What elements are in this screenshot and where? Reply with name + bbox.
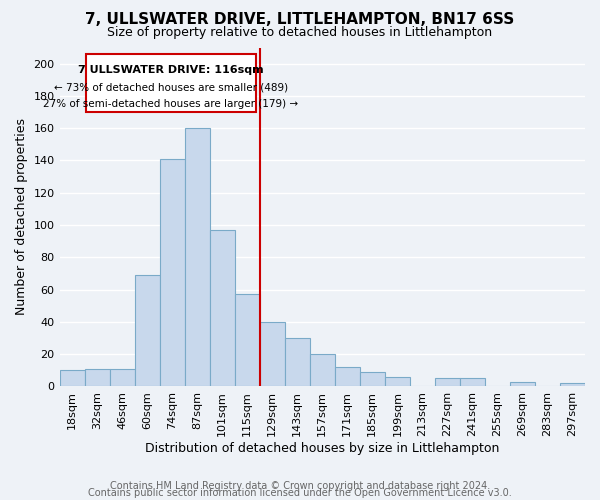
Bar <box>134 275 160 386</box>
Bar <box>160 159 185 386</box>
Bar <box>385 377 410 386</box>
Bar <box>460 378 485 386</box>
Bar <box>560 383 585 386</box>
Bar <box>209 230 235 386</box>
Bar <box>110 368 134 386</box>
Y-axis label: Number of detached properties: Number of detached properties <box>15 118 28 316</box>
Bar <box>285 338 310 386</box>
Bar <box>235 294 260 386</box>
X-axis label: Distribution of detached houses by size in Littlehampton: Distribution of detached houses by size … <box>145 442 499 455</box>
Bar <box>310 354 335 386</box>
Bar <box>59 370 85 386</box>
Bar <box>185 128 209 386</box>
Bar <box>435 378 460 386</box>
Bar <box>260 322 285 386</box>
Bar <box>335 367 360 386</box>
Text: Contains public sector information licensed under the Open Government Licence v3: Contains public sector information licen… <box>88 488 512 498</box>
Text: 27% of semi-detached houses are larger (179) →: 27% of semi-detached houses are larger (… <box>43 99 298 109</box>
Bar <box>510 382 535 386</box>
Text: Size of property relative to detached houses in Littlehampton: Size of property relative to detached ho… <box>107 26 493 39</box>
Text: 7, ULLSWATER DRIVE, LITTLEHAMPTON, BN17 6SS: 7, ULLSWATER DRIVE, LITTLEHAMPTON, BN17 … <box>85 12 515 28</box>
Text: Contains HM Land Registry data © Crown copyright and database right 2024.: Contains HM Land Registry data © Crown c… <box>110 481 490 491</box>
FancyBboxPatch shape <box>86 54 256 112</box>
Bar <box>360 372 385 386</box>
Text: 7 ULLSWATER DRIVE: 116sqm: 7 ULLSWATER DRIVE: 116sqm <box>78 65 264 75</box>
Text: ← 73% of detached houses are smaller (489): ← 73% of detached houses are smaller (48… <box>54 83 288 93</box>
Bar <box>85 368 110 386</box>
